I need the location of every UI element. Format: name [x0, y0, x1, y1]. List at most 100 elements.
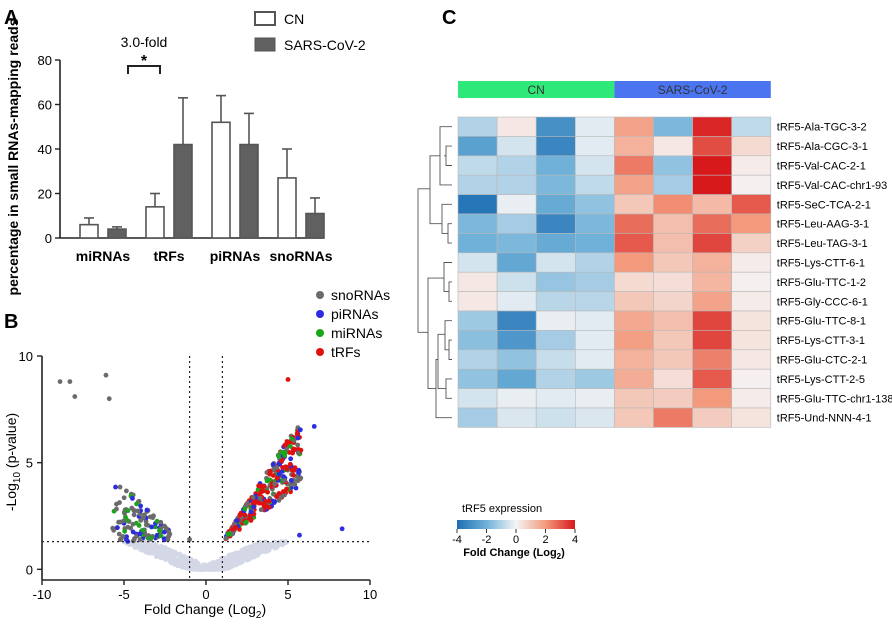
- point-mirnas: [154, 518, 160, 524]
- bar-snornas-sars-cov-2: [305, 212, 325, 239]
- heatmap-cell: [496, 136, 537, 157]
- point-nonsignificant: [149, 543, 154, 549]
- bar-y-tick-label: 80: [38, 53, 52, 68]
- heatmap-row-label: tRF5-Ala-CGC-3-1: [777, 141, 868, 153]
- point-trfs: [290, 472, 296, 478]
- point-pirnas: [339, 526, 345, 532]
- heatmap-cell: [692, 155, 732, 176]
- point-snornas: [103, 372, 109, 378]
- heatmap-cell: [653, 116, 693, 137]
- heatmap-cell: [692, 310, 732, 331]
- point-snornas: [57, 379, 63, 384]
- heatmap-cell: [731, 388, 772, 409]
- heatmap-cell: [614, 155, 654, 176]
- heatmap-cell: [574, 116, 615, 137]
- heatmap-cell: [653, 136, 693, 157]
- point-snornas: [163, 525, 169, 531]
- dendrogram-branch: [441, 203, 452, 234]
- point-pirnas: [271, 500, 277, 505]
- heatmap-cell: [535, 291, 576, 312]
- point-nonsignificant: [265, 543, 270, 548]
- point-pirnas: [137, 531, 143, 537]
- point-trfs: [279, 458, 284, 464]
- point-trfs: [274, 475, 280, 481]
- heatmap-cell: [496, 174, 537, 195]
- bar-pirnas-sars-cov-2: [239, 143, 259, 239]
- heatmap-cell: [731, 349, 772, 370]
- heatmap-cell: [457, 349, 498, 370]
- point-snornas: [116, 531, 122, 537]
- point-nonsignificant: [260, 546, 266, 552]
- legend-label-mirnas: miRNAs: [331, 325, 382, 341]
- heatmap-cell: [731, 368, 772, 389]
- bar-trfs-sars-cov-2: [173, 143, 193, 239]
- point-mirnas: [158, 533, 164, 539]
- point-trfs: [263, 498, 269, 504]
- heatmap-row-label: tRF5-Lys-CTT-2-5: [777, 374, 865, 386]
- volcano-x-tick-label: 0: [202, 587, 209, 602]
- heatmap-cell: [653, 194, 693, 215]
- heatmap-cell: [653, 233, 693, 254]
- heatmap-cell: [692, 136, 732, 157]
- heatmap-cell: [574, 233, 615, 254]
- point-trfs: [261, 503, 267, 509]
- point-nonsignificant: [191, 565, 197, 571]
- point-snornas: [135, 508, 141, 514]
- heatmap-cell: [653, 155, 693, 176]
- point-snornas: [143, 518, 149, 524]
- point-nonsignificant: [208, 566, 214, 572]
- point-snornas: [151, 513, 156, 519]
- point-mirnas: [278, 449, 284, 455]
- point-snornas: [121, 495, 127, 501]
- heatmap-cell: [574, 155, 615, 176]
- heatmap-cell: [457, 388, 498, 409]
- point-trfs: [237, 512, 243, 518]
- point-snornas: [131, 512, 137, 518]
- bar-snornas-cn: [277, 177, 297, 239]
- point-snornas: [145, 522, 151, 528]
- heatmap-cell: [457, 330, 498, 351]
- bar-category-label: snoRNAs: [269, 248, 332, 264]
- point-pirnas: [115, 525, 120, 531]
- point-pirnas: [281, 474, 287, 480]
- heatmap-cell: [574, 368, 615, 389]
- heatmap-cell: [692, 252, 732, 273]
- legend-swatch-sars-cov-2: [254, 37, 276, 52]
- heatmap-row-label: tRF5-Und-NNN-4-1: [777, 413, 872, 425]
- heatmap-cell: [692, 213, 732, 234]
- heatmap-cell: [692, 407, 732, 428]
- point-snornas: [258, 507, 264, 513]
- point-pirnas: [234, 518, 240, 523]
- point-snornas: [110, 525, 116, 531]
- colorbar-tick-label: -4: [452, 534, 462, 546]
- point-trfs: [287, 461, 293, 467]
- heatmap-cell: [731, 330, 772, 351]
- point-pirnas: [161, 536, 167, 542]
- point-snornas: [272, 481, 278, 487]
- point-trfs: [284, 486, 289, 492]
- volcano-x-axis-label: Fold Change (Log2): [144, 601, 266, 621]
- point-snornas: [129, 505, 135, 511]
- colorbar: [457, 520, 575, 529]
- point-nonsignificant: [227, 559, 232, 565]
- point-nonsignificant: [274, 544, 280, 550]
- point-nonsignificant: [153, 543, 159, 549]
- point-snornas: [67, 379, 73, 384]
- point-nonsignificant: [201, 563, 207, 569]
- heatmap-cell: [653, 388, 693, 409]
- heatmap-cell: [692, 194, 732, 215]
- point-nonsignificant: [283, 540, 289, 545]
- point-snornas: [114, 506, 119, 512]
- volcano-legend: snoRNAs piRNAs miRNAs tRFs: [316, 287, 390, 360]
- heatmap-row-label: tRF5-Ala-TGC-3-2: [777, 122, 867, 134]
- heatmap-cell: [614, 388, 654, 409]
- heatmap-row-label: tRF5-Val-CAC-chr1-93: [777, 180, 887, 192]
- heatmap-cell: [457, 174, 498, 195]
- heatmap-cell: [574, 213, 615, 234]
- heatmap-cell: [614, 368, 654, 389]
- point-nonsignificant: [239, 559, 244, 565]
- heatmap-cell: [496, 116, 537, 137]
- point-trfs: [292, 465, 298, 471]
- point-trfs: [274, 494, 279, 500]
- volcano-x-tick-label: 5: [284, 587, 291, 602]
